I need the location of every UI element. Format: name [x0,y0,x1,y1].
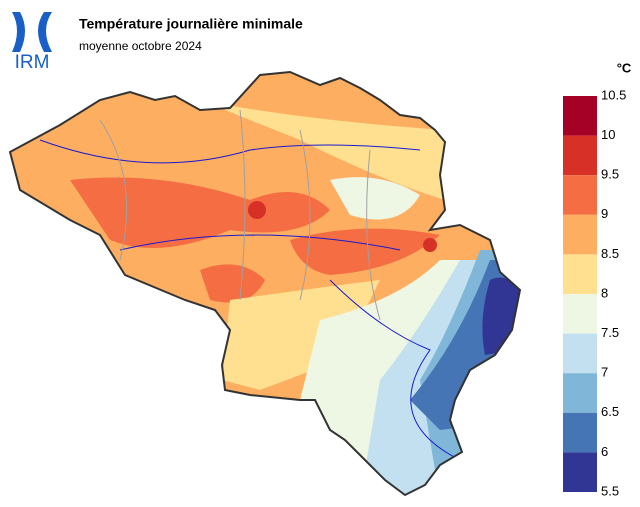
legend-tick-label: 5.5 [601,483,619,498]
legend-bin [563,135,597,176]
legend-bin [563,254,597,294]
logo: IRM [12,12,52,73]
legend-bin [563,373,597,413]
subtitle: moyenne octobre 2024 [79,39,202,53]
legend-tick-label: 6 [601,444,608,459]
legend-bin [563,333,597,374]
legend-tick-label: 10.5 [601,87,626,102]
logo-text: IRM [15,52,50,73]
legend-bin [563,452,597,492]
legend-tick-label: 8.5 [601,246,619,261]
legend-tick-label: 10 [601,127,615,142]
legend-bin [563,214,597,255]
legend-tick-label: 7.5 [601,325,619,340]
legend-bin [563,96,597,136]
legend-tick-label: 6.5 [601,404,619,419]
legend-bin [563,412,597,453]
legend-tick-label: 9 [601,206,608,221]
map [10,72,520,495]
title: Température journalière minimale [79,16,303,32]
legend-bin [563,175,597,215]
legend-tick-label: 7 [601,365,608,380]
legend-bin [563,294,597,334]
legend-unit: °C [617,60,632,75]
legend: 10.5 10 9.5 9 8.5 8 7.5 7 6.5 6 5.5 [563,87,626,498]
legend-tick-label: 8 [601,285,608,300]
legend-tick-label: 9.5 [601,167,619,182]
